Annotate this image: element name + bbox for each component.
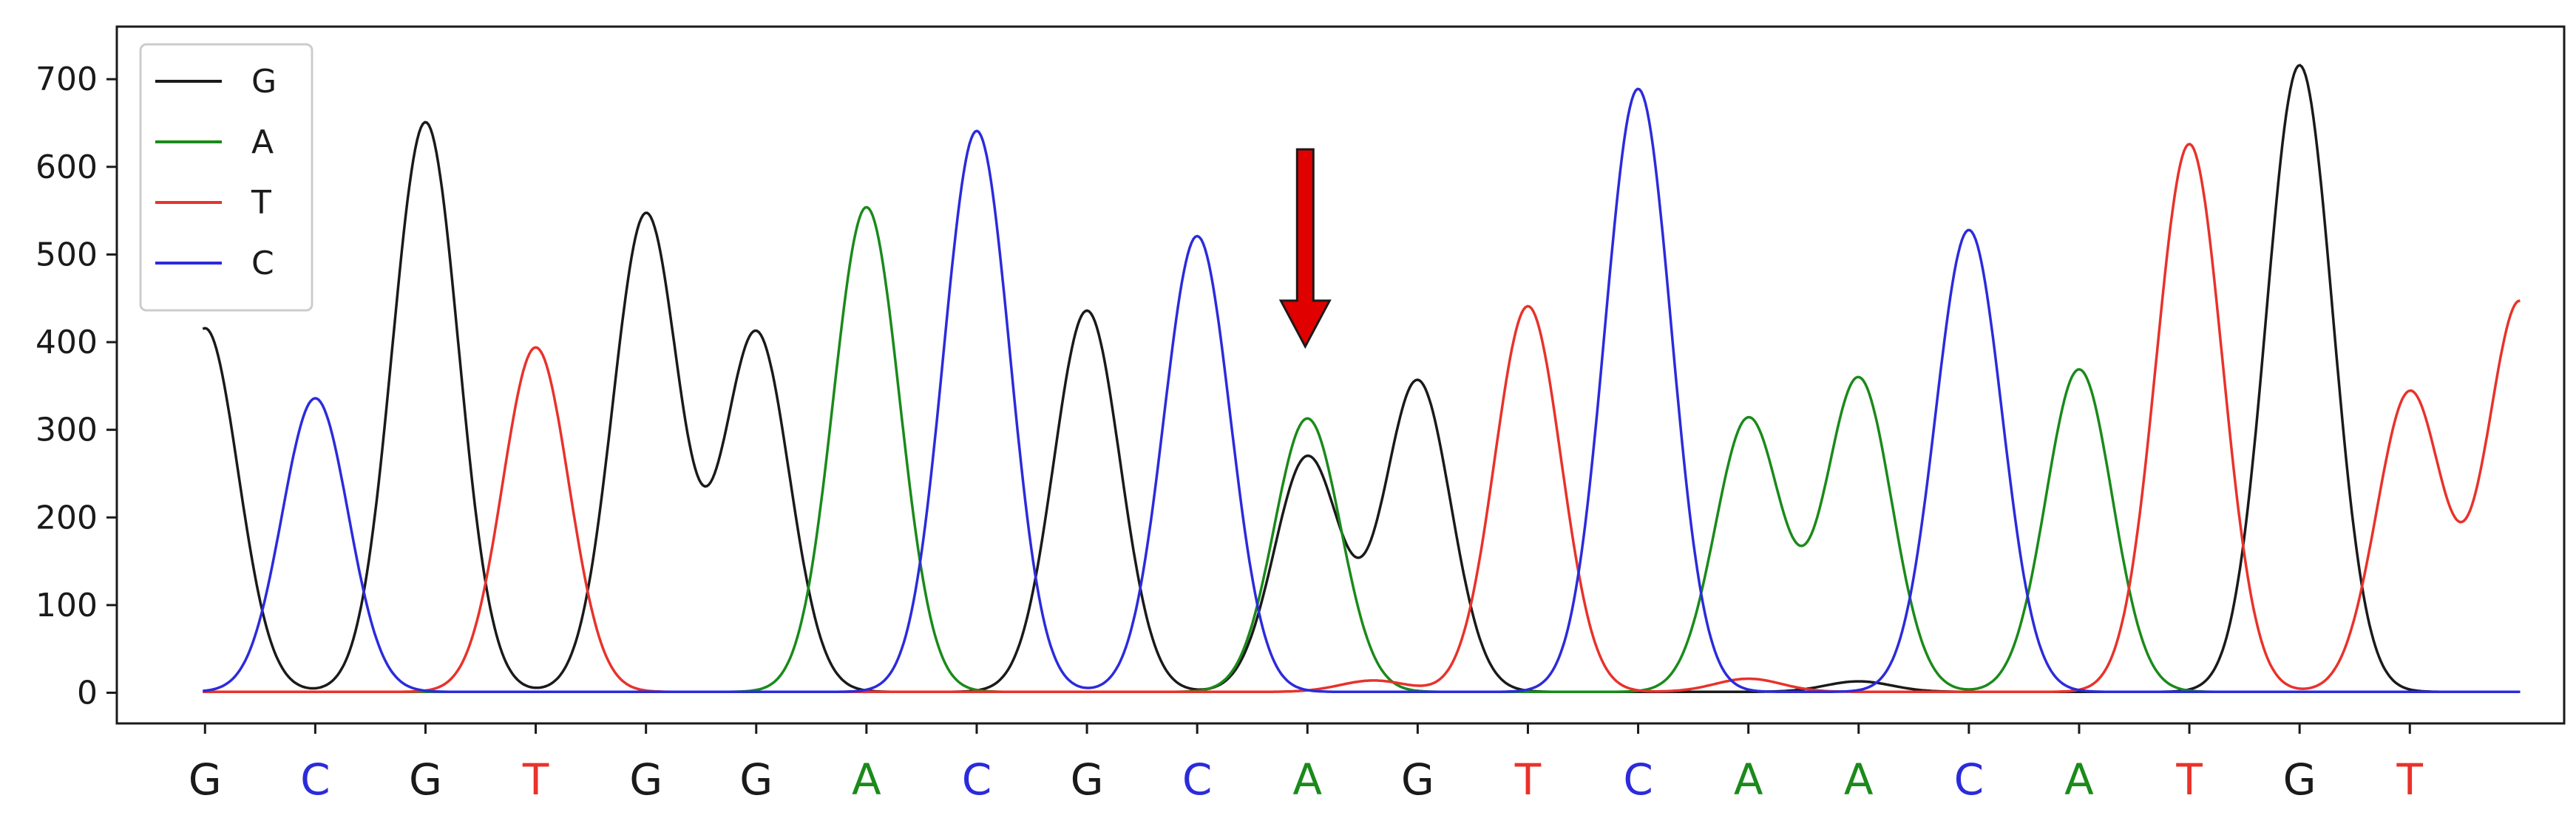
base-call-label: C [300, 754, 331, 805]
mutation-arrow-group [1278, 148, 1332, 350]
legend-label-a: A [251, 123, 274, 161]
base-call-label: C [1623, 754, 1653, 805]
y-tick-label: 600 [35, 149, 98, 186]
base-call-label: C [962, 754, 992, 805]
base-call-label: T [1514, 754, 1542, 805]
base-call-label: T [522, 754, 549, 805]
base-call-label: A [852, 754, 881, 805]
base-call-label: A [1734, 754, 1763, 805]
legend-box [139, 43, 313, 312]
base-call-label: G [409, 754, 442, 805]
base-call-label: G [1071, 754, 1104, 805]
base-call-label: A [1292, 754, 1322, 805]
y-tick-label: 500 [35, 236, 98, 273]
base-call-label: C [1182, 754, 1213, 805]
base-call-label: A [2064, 754, 2094, 805]
base-call-label: A [1844, 754, 1874, 805]
y-tick-label: 100 [35, 587, 98, 624]
legend-label-g: G [251, 63, 277, 100]
legend-label-c: C [251, 245, 274, 282]
base-call-label: G [2283, 754, 2316, 805]
y-tick-label: 200 [35, 499, 98, 536]
base-call-label: G [629, 754, 662, 805]
base-call-label: G [1401, 754, 1434, 805]
base-call-label: G [189, 754, 222, 805]
base-call-label: G [739, 754, 773, 805]
y-tick-label: 0 [77, 674, 98, 712]
trace-line-c [203, 87, 2521, 694]
trace-group [202, 64, 2521, 694]
base-call-label: C [1954, 754, 1984, 805]
base-call-label: T [2396, 754, 2424, 805]
base-call-label: T [2175, 754, 2203, 805]
plot-frame [115, 25, 2566, 725]
trace-line-t [203, 143, 2521, 694]
y-tick-label: 400 [35, 324, 98, 361]
y-axis: 0 100 200 300 400 500 600 700 [35, 61, 117, 712]
y-tick-label: 700 [35, 61, 98, 98]
y-tick-label: 300 [35, 412, 98, 449]
legend-label-t: T [251, 184, 271, 222]
mutation-arrow [1278, 148, 1332, 350]
